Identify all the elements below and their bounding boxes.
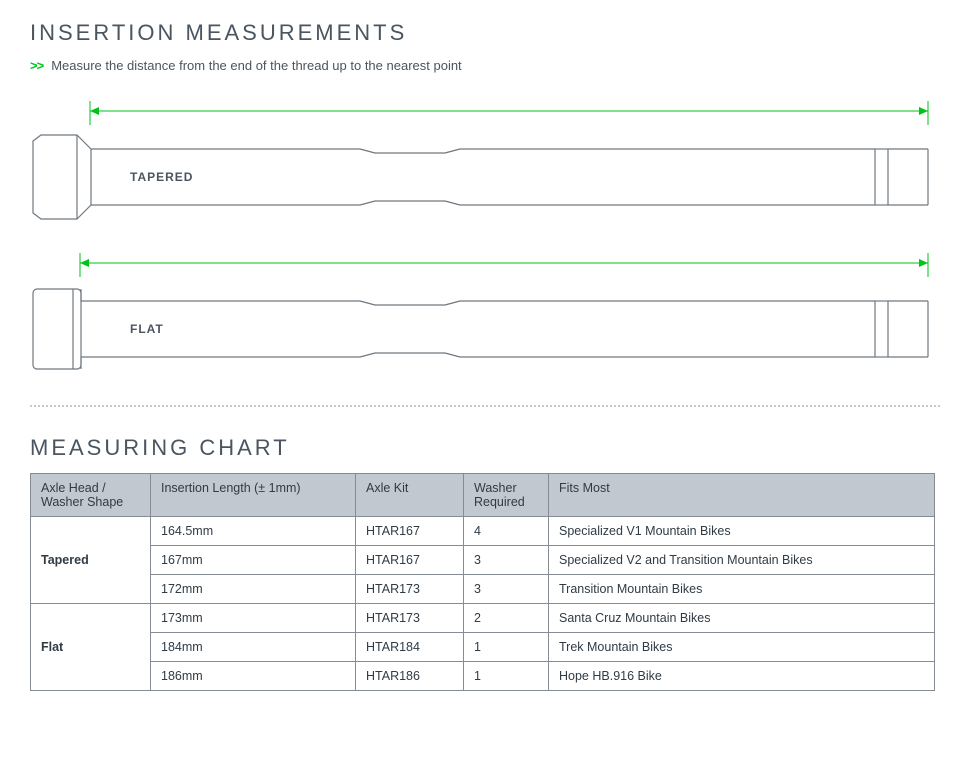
flat-axle-svg: FLAT xyxy=(30,253,935,377)
cell-len: 167mm xyxy=(151,546,356,575)
cell-fits: Transition Mountain Bikes xyxy=(549,575,935,604)
cell-len: 184mm xyxy=(151,633,356,662)
cell-len: 172mm xyxy=(151,575,356,604)
cell-wash: 3 xyxy=(464,546,549,575)
table-row: 167mmHTAR1673Specialized V2 and Transiti… xyxy=(31,546,935,575)
col-header-fits: Fits Most xyxy=(549,474,935,517)
subtitle-text: Measure the distance from the end of the… xyxy=(51,58,461,73)
section-title-chart: MEASURING CHART xyxy=(30,435,940,461)
subtitle-row: >> Measure the distance from the end of … xyxy=(30,58,940,73)
cell-kit: HTAR173 xyxy=(356,575,464,604)
col-header-length: Insertion Length (± 1mm) xyxy=(151,474,356,517)
cell-len: 164.5mm xyxy=(151,517,356,546)
cell-shape: Tapered xyxy=(31,517,151,604)
cell-fits: Specialized V1 Mountain Bikes xyxy=(549,517,935,546)
cell-wash: 1 xyxy=(464,633,549,662)
col-header-shape: Axle Head / Washer Shape xyxy=(31,474,151,517)
diagram-tapered: TAPERED xyxy=(30,101,940,225)
table-row: 172mmHTAR1733Transition Mountain Bikes xyxy=(31,575,935,604)
cell-wash: 4 xyxy=(464,517,549,546)
cell-wash: 2 xyxy=(464,604,549,633)
cell-wash: 3 xyxy=(464,575,549,604)
cell-kit: HTAR184 xyxy=(356,633,464,662)
cell-fits: Hope HB.916 Bike xyxy=(549,662,935,691)
table-body: Tapered164.5mmHTAR1674Specialized V1 Mou… xyxy=(31,517,935,691)
cell-len: 186mm xyxy=(151,662,356,691)
section-divider xyxy=(30,405,940,407)
tapered-axle-svg: TAPERED xyxy=(30,101,935,225)
col-header-washer: Washer Required xyxy=(464,474,549,517)
cell-fits: Trek Mountain Bikes xyxy=(549,633,935,662)
table-row: Flat173mmHTAR1732Santa Cruz Mountain Bik… xyxy=(31,604,935,633)
cell-len: 173mm xyxy=(151,604,356,633)
table-head: Axle Head / Washer Shape Insertion Lengt… xyxy=(31,474,935,517)
table-row: 184mmHTAR1841Trek Mountain Bikes xyxy=(31,633,935,662)
cell-shape: Flat xyxy=(31,604,151,691)
cell-kit: HTAR186 xyxy=(356,662,464,691)
cell-kit: HTAR167 xyxy=(356,546,464,575)
cell-fits: Santa Cruz Mountain Bikes xyxy=(549,604,935,633)
cell-kit: HTAR167 xyxy=(356,517,464,546)
chevron-icon: >> xyxy=(30,58,43,73)
svg-text:TAPERED: TAPERED xyxy=(130,170,193,184)
table-row: 186mmHTAR1861Hope HB.916 Bike xyxy=(31,662,935,691)
col-header-kit: Axle Kit xyxy=(356,474,464,517)
svg-text:FLAT: FLAT xyxy=(130,322,164,336)
cell-wash: 1 xyxy=(464,662,549,691)
cell-fits: Specialized V2 and Transition Mountain B… xyxy=(549,546,935,575)
measuring-chart-table: Axle Head / Washer Shape Insertion Lengt… xyxy=(30,473,935,691)
cell-kit: HTAR173 xyxy=(356,604,464,633)
diagram-flat: FLAT xyxy=(30,253,940,377)
section-title-insertion: INSERTION MEASUREMENTS xyxy=(30,20,940,46)
table-row: Tapered164.5mmHTAR1674Specialized V1 Mou… xyxy=(31,517,935,546)
